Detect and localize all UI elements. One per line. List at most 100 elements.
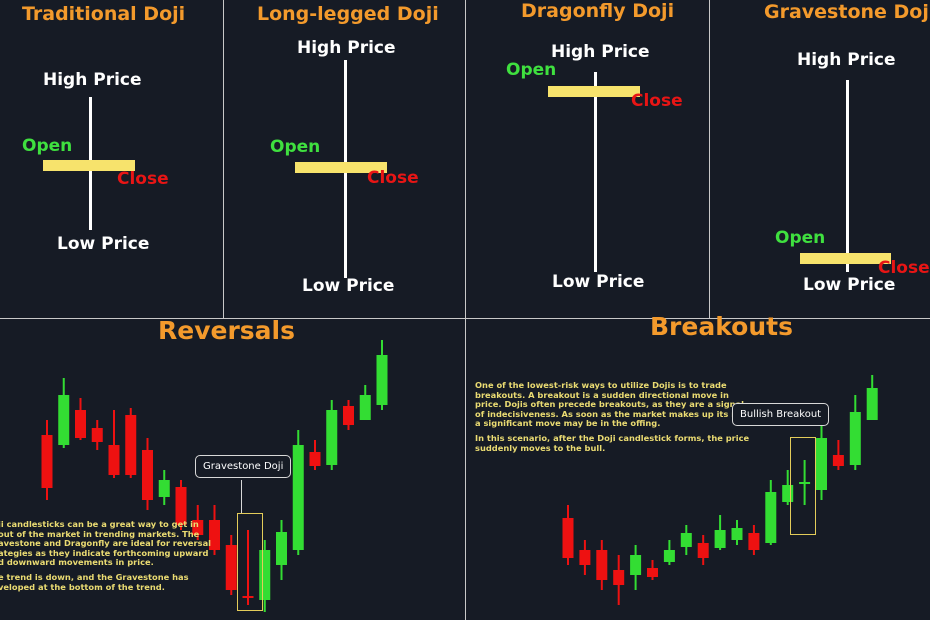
text-line: out of the market in trending markets. T… — [0, 528, 200, 539]
reversals-candle-bearish — [125, 408, 137, 478]
candle-body — [562, 518, 574, 558]
breakouts-candle-bullish — [630, 545, 642, 590]
panel-title: Traditional Doji — [22, 3, 186, 25]
candle-body — [579, 550, 591, 565]
breakouts-title: Breakouts — [650, 312, 793, 341]
breakouts-candle-bullish — [866, 375, 878, 420]
reversals-candle-bullish — [292, 430, 304, 555]
text-line: of indecisiveness. As soon as the market… — [475, 408, 758, 419]
doji-body — [295, 162, 387, 173]
candle-body — [647, 568, 658, 577]
divider — [709, 0, 710, 318]
breakouts-candle-bearish — [596, 540, 608, 590]
text-line: One of the lowest-risk ways to utilize D… — [475, 380, 727, 390]
doji-body — [548, 86, 640, 97]
breakouts-candle-bearish — [748, 525, 760, 555]
candle-body — [714, 530, 726, 548]
panel-title: Long-legged Doji — [257, 3, 439, 25]
panel-title: Gravestone Doji — [764, 1, 930, 23]
reversals-candle-bullish — [158, 470, 170, 505]
text-line: veloped at the bottom of the trend. — [0, 581, 165, 592]
close-label: Close — [631, 91, 683, 111]
candle-body — [630, 555, 642, 575]
candle-body — [816, 438, 827, 490]
candle-body — [158, 480, 170, 497]
breakouts-candle-bullish — [782, 470, 794, 505]
breakouts-candle-bullish — [799, 460, 811, 505]
gravestone-doji-callout: Gravestone Doji — [195, 455, 292, 478]
reversals-candle-bearish — [225, 535, 237, 595]
candle-body — [343, 406, 354, 425]
reversals-candle-bearish — [142, 438, 153, 510]
candle-body — [799, 482, 811, 484]
reversals-candle-bearish — [91, 420, 103, 450]
text-line: ategies as they indicate forthcoming upw… — [0, 547, 209, 558]
candle-body — [175, 487, 187, 525]
candle-body — [782, 485, 794, 502]
text-line: a significant move may be in the offing. — [475, 418, 661, 429]
open-label: Open — [270, 137, 321, 157]
reversals-candle-bearish — [309, 440, 321, 470]
candle-body — [866, 388, 878, 420]
breakouts-candle-bullish — [765, 480, 777, 545]
breakouts-description: One of the lowest-risk ways to utilize D… — [475, 380, 758, 453]
candle-body — [731, 528, 743, 540]
candle-body — [292, 445, 304, 550]
candle-body — [192, 520, 204, 535]
doji-highlight-box — [237, 513, 263, 611]
low-price-label: Low Price — [57, 234, 150, 254]
candle-body — [91, 428, 103, 442]
candle-body — [596, 550, 608, 580]
candle-body — [75, 410, 86, 438]
candle-body — [276, 532, 287, 565]
candle-body — [613, 570, 625, 585]
candle-body — [108, 445, 120, 475]
open-label: Open — [506, 60, 557, 80]
close-label: Close — [367, 168, 419, 188]
reversals-description: ji candlesticks can be a great way to ge… — [0, 519, 212, 592]
reversals-candle-bearish — [242, 530, 254, 605]
candle-body — [125, 415, 137, 475]
candle-body — [765, 492, 777, 543]
candle-body — [376, 355, 388, 405]
candle-body — [58, 395, 70, 445]
reversals-candle-bullish — [259, 540, 271, 612]
candle-body — [359, 395, 371, 420]
doji-wick — [846, 80, 849, 272]
breakouts-candle-bearish — [697, 535, 709, 565]
doji-body — [43, 160, 135, 171]
low-price-label: Low Price — [552, 272, 645, 292]
breakouts-candle-bullish — [680, 525, 692, 555]
text-line: In this scenario, after the Doji candles… — [475, 432, 750, 443]
reversals-candle-bullish — [326, 400, 338, 470]
candle-body — [697, 543, 709, 558]
reversals-candle-bearish — [343, 400, 354, 430]
candle-body — [209, 520, 220, 550]
reversals-candle-bearish — [108, 410, 120, 478]
breakouts-candle-bullish — [731, 520, 743, 545]
breakouts-candle-bearish — [613, 555, 625, 605]
close-label: Close — [117, 169, 169, 189]
breakouts-candle-bearish — [579, 540, 591, 575]
text-line: avestone and Dragonfly are ideal for rev… — [0, 538, 212, 549]
candle-body — [832, 455, 844, 466]
candle-body — [849, 412, 861, 465]
reversals-candle-bearish — [75, 398, 86, 440]
doji-wick — [594, 72, 597, 272]
breakouts-candle-bullish — [816, 420, 827, 500]
candle-body — [242, 596, 254, 598]
breakouts-candle-bullish — [663, 540, 675, 565]
breakouts-candle-bullish — [849, 395, 861, 470]
divider — [0, 318, 930, 319]
candle-body — [748, 533, 760, 550]
breakouts-candle-bearish — [562, 505, 574, 565]
breakouts-candle-bullish — [714, 515, 726, 550]
breakouts-candle-bearish — [647, 560, 658, 580]
text-line: price. Dojis often precede breakouts, as… — [475, 399, 745, 410]
text-line: breakouts. A breakout is a sudden direct… — [475, 389, 729, 400]
candle-body — [259, 550, 271, 600]
candle-body — [225, 545, 237, 590]
candle-body — [309, 452, 321, 466]
text-line: ji candlesticks can be a great way to ge… — [0, 519, 199, 529]
